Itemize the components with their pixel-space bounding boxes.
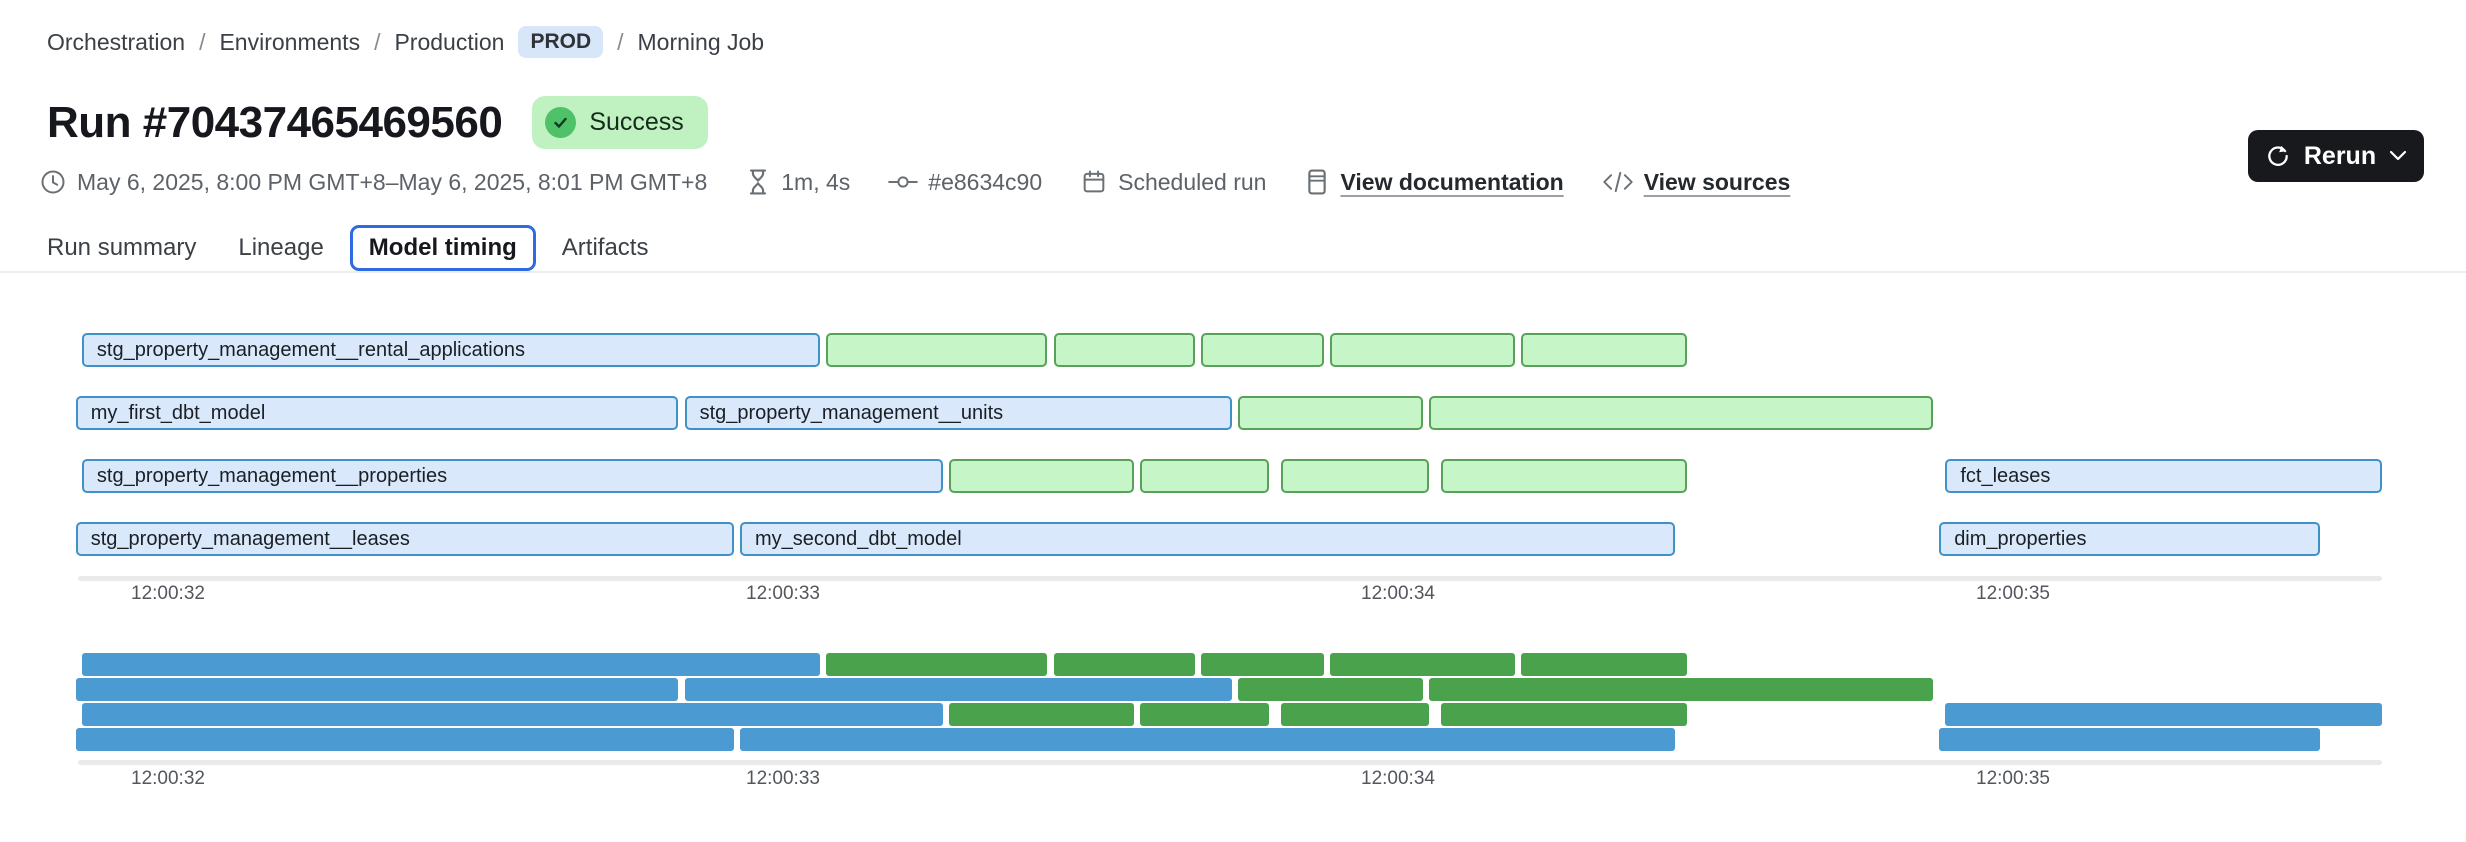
page-title: Run #70437465469560 (47, 97, 503, 147)
minimap-bar (81, 653, 820, 676)
breadcrumb-separator: / (617, 28, 624, 55)
tabs-divider (0, 271, 2466, 273)
minimap-bar (1521, 653, 1688, 676)
gantt-bar[interactable]: stg_property_management__rental_applicat… (81, 333, 820, 367)
run-time-range: May 6, 2025, 8:00 PM GMT+8–May 6, 2025, … (39, 168, 707, 196)
minimap-bar (1281, 703, 1429, 726)
minimap-bar (81, 703, 943, 726)
minimap-bar (949, 703, 1134, 726)
axis-tick-label: 12:00:33 (746, 768, 820, 789)
axis-tick-label: 12:00:33 (746, 583, 820, 604)
tab-run-summary[interactable]: Run summary (47, 234, 197, 261)
environment-badge: PROD (518, 26, 604, 58)
commit-hash: #e8634c90 (888, 168, 1042, 196)
view-sources-link[interactable]: View sources (1602, 169, 1790, 196)
success-check-icon (545, 107, 577, 138)
minimap-bar (1939, 728, 2321, 751)
gantt-bar-label: my_second_dbt_model (754, 527, 962, 550)
code-icon (1602, 169, 1634, 195)
gantt-bar[interactable]: fct_leases (1945, 459, 2382, 493)
minimap-bar (739, 728, 1675, 751)
documentation-icon (1304, 168, 1330, 196)
axis-tick-label: 12:00:32 (131, 583, 205, 604)
minimap-bar (826, 653, 1048, 676)
run-duration: 1m, 4s (745, 168, 850, 196)
breadcrumb-item-environments[interactable]: Environments (219, 28, 361, 55)
breadcrumb-separator: / (374, 28, 381, 55)
breadcrumb-item-production[interactable]: Production (394, 28, 505, 55)
minimap-bar (1139, 703, 1269, 726)
gantt-bar[interactable] (1201, 333, 1325, 367)
gantt-bar[interactable] (1238, 396, 1423, 430)
breadcrumb: Orchestration / Environments / Production PRO… (47, 26, 764, 58)
gantt-bar[interactable]: my_first_dbt_model (75, 396, 679, 430)
gantt-bar-label: stg_property_management__leases (90, 527, 410, 550)
gantt-bar[interactable] (1521, 333, 1688, 367)
minimap-bar (1201, 653, 1325, 676)
minimap-scrollbar[interactable] (78, 760, 2382, 765)
run-trigger: Scheduled run (1080, 168, 1266, 196)
gantt-bar-label: stg_property_management__properties (96, 464, 448, 487)
axis-tick-label: 12:00:34 (1361, 768, 1435, 789)
minimap-bar (684, 678, 1232, 701)
chevron-down-icon[interactable] (2389, 150, 2407, 162)
minimap-bar (1441, 703, 1688, 726)
breadcrumb-item-orchestration[interactable]: Orchestration (47, 28, 186, 55)
tab-model-timing[interactable]: Model timing (349, 225, 536, 271)
gantt-main: stg_property_management__rental_applicat… (0, 333, 2466, 563)
gantt-bar-label: fct_leases (1960, 464, 2051, 487)
gantt-bar-label: my_first_dbt_model (90, 401, 266, 424)
gantt-bar[interactable]: stg_property_management__properties (81, 459, 943, 493)
clock-icon (39, 168, 67, 196)
axis-tick-label: 12:00:32 (131, 768, 205, 789)
title-row: Run #70437465469560 Success (47, 96, 708, 149)
status-badge: Success (532, 96, 708, 149)
breadcrumb-current: Morning Job (637, 28, 765, 55)
gantt-bar[interactable] (826, 333, 1048, 367)
view-documentation-link[interactable]: View documentation (1304, 168, 1564, 196)
minimap-bar (1945, 703, 2382, 726)
gantt-minimap[interactable] (0, 653, 2466, 753)
gantt-bar[interactable] (1441, 459, 1688, 493)
status-label: Success (589, 108, 684, 136)
minimap-bar (1053, 653, 1196, 676)
gantt-bar[interactable] (1428, 396, 1934, 430)
rerun-button[interactable]: Rerun (2248, 130, 2424, 182)
minimap-bar (1428, 678, 1934, 701)
refresh-icon (2265, 143, 2291, 169)
gantt-bar[interactable] (949, 459, 1134, 493)
gantt-bar[interactable]: dim_properties (1939, 522, 2321, 556)
axis-tick-label: 12:00:34 (1361, 583, 1435, 604)
gantt-bar-label: stg_property_management__units (699, 401, 1004, 424)
gantt-scrollbar[interactable] (78, 576, 2382, 581)
tab-bar: Run summary Lineage Model timing Artifacts (47, 225, 648, 271)
commit-icon (888, 168, 919, 196)
gantt-bar[interactable] (1053, 333, 1196, 367)
gantt-bar-label: dim_properties (1954, 527, 2087, 550)
gantt-axis-bottom: 12:00:32 12:00:33 12:00:34 12:00:35 (0, 768, 2466, 792)
axis-tick-label: 12:00:35 (1976, 583, 2050, 604)
calendar-icon (1080, 168, 1108, 196)
breadcrumb-separator: / (199, 28, 206, 55)
minimap-bar (75, 678, 679, 701)
minimap-bar (1238, 678, 1423, 701)
gantt-bar-label: stg_property_management__rental_applicat… (96, 338, 525, 361)
gantt-axis-top: 12:00:32 12:00:33 12:00:34 12:00:35 (0, 583, 2466, 607)
gantt-bar[interactable]: stg_property_management__leases (75, 522, 734, 556)
rerun-label: Rerun (2303, 141, 2377, 170)
run-metadata: May 6, 2025, 8:00 PM GMT+8–May 6, 2025, … (39, 168, 1790, 196)
minimap-bar (1330, 653, 1515, 676)
axis-tick-label: 12:00:35 (1976, 768, 2050, 789)
minimap-bar (75, 728, 734, 751)
tab-lineage[interactable]: Lineage (238, 234, 324, 261)
gantt-bar[interactable]: my_second_dbt_model (739, 522, 1675, 556)
gantt-bar[interactable] (1139, 459, 1269, 493)
tab-artifacts[interactable]: Artifacts (561, 234, 649, 261)
gantt-bar[interactable] (1330, 333, 1515, 367)
gantt-bar[interactable] (1281, 459, 1429, 493)
hourglass-icon (745, 168, 771, 196)
gantt-bar[interactable]: stg_property_management__units (684, 396, 1232, 430)
